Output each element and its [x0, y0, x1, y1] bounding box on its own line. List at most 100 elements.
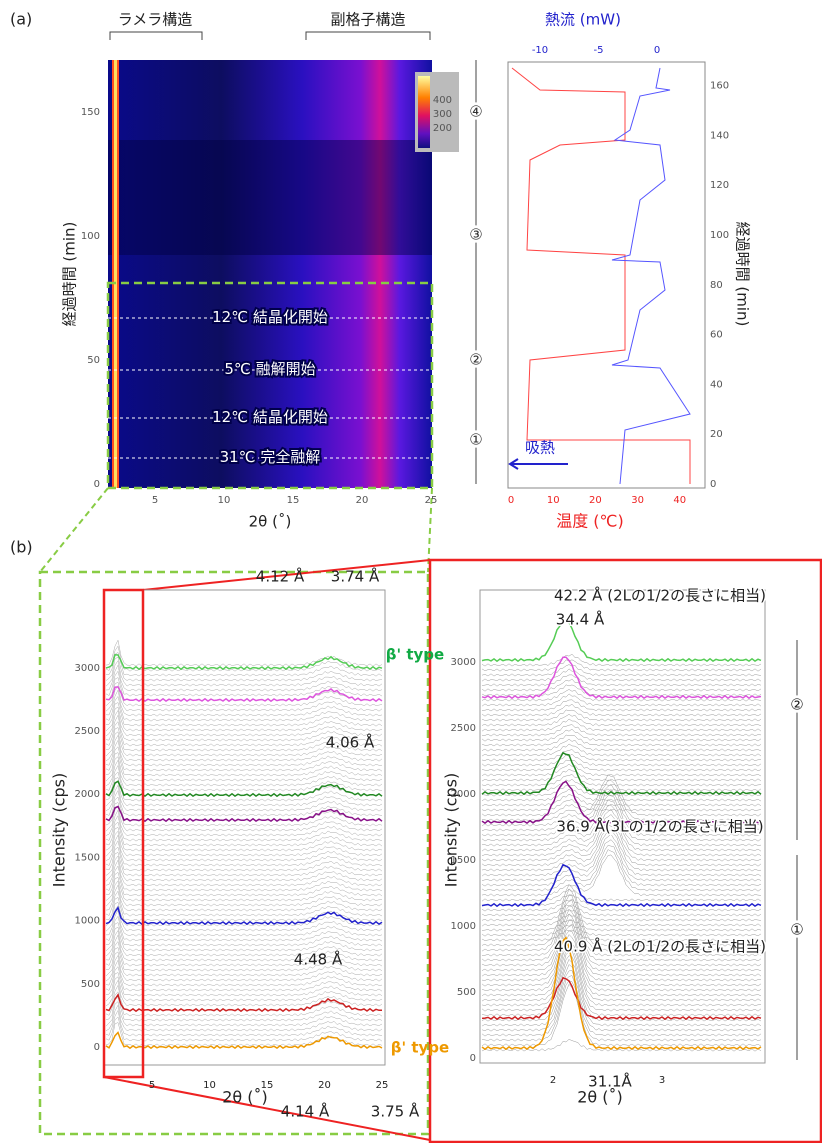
tick-label: 10	[547, 495, 560, 506]
trace	[481, 751, 762, 796]
tick-label: 150	[81, 107, 100, 118]
trace	[105, 685, 383, 712]
trace	[105, 681, 383, 707]
annotation: 12℃ 結晶化開始	[212, 408, 328, 426]
trace	[481, 759, 762, 772]
tick-label: 2500	[75, 726, 100, 737]
axis-label: 2θ (˚)	[577, 1088, 623, 1107]
trace	[105, 652, 383, 677]
trace	[105, 752, 383, 777]
tick-label: 20	[356, 495, 369, 506]
trace	[105, 855, 383, 882]
trace	[481, 789, 762, 832]
trace	[105, 991, 383, 1017]
tick-label: 25	[425, 495, 438, 506]
bracket-label: 副格子構造	[330, 11, 405, 29]
trace	[481, 618, 762, 663]
trace	[481, 863, 762, 908]
arrow-label: 吸熱	[525, 439, 555, 457]
trace	[105, 993, 382, 1013]
trace	[105, 784, 383, 812]
trace	[105, 809, 383, 837]
trace	[481, 653, 762, 667]
trace	[105, 660, 383, 687]
trace	[105, 1001, 383, 1027]
trace	[105, 706, 383, 732]
annotation: 12℃ 結晶化開始	[212, 308, 328, 326]
trace	[105, 731, 383, 757]
trace	[105, 664, 383, 692]
trace	[105, 686, 383, 703]
trace	[481, 709, 762, 722]
zoom-line	[39, 487, 433, 573]
trace	[481, 936, 762, 1051]
trace	[481, 743, 762, 757]
trace	[481, 693, 762, 707]
trace	[481, 668, 762, 682]
annotation: 31.1Å	[588, 1072, 632, 1091]
trace	[105, 759, 383, 787]
trace	[105, 859, 383, 887]
trace	[105, 802, 383, 827]
trace	[481, 845, 762, 887]
trace	[481, 945, 762, 1007]
tick-label: 20	[710, 429, 723, 440]
heatmap-peak	[114, 60, 117, 488]
heatmap-band	[108, 140, 432, 255]
annotation: 40.9 Å (2Lの1/2の長さに相当)	[554, 937, 766, 956]
trace	[105, 890, 383, 917]
trace	[105, 897, 383, 922]
trace	[481, 884, 762, 947]
trace	[105, 865, 383, 892]
tick-label: 500	[457, 987, 476, 998]
tick-label: 120	[710, 180, 729, 191]
trace	[481, 929, 762, 942]
annotation: 3.75 Å	[371, 1102, 420, 1121]
stage-label: ④	[469, 103, 482, 121]
tick-label: 140	[710, 130, 729, 141]
trace	[105, 880, 383, 907]
trace	[481, 820, 762, 862]
trace	[105, 709, 383, 737]
tick-label: 1000	[451, 921, 476, 932]
trace	[481, 659, 762, 672]
tick-label: 300	[433, 109, 452, 120]
heat-flow-curve	[611, 67, 691, 485]
axis-label: 2θ (˚)	[249, 513, 292, 531]
trace	[105, 739, 383, 767]
tick-label: 10	[218, 495, 231, 506]
trace	[105, 871, 383, 897]
tick-label: 15	[287, 495, 300, 506]
tick-label: 80	[710, 280, 723, 291]
trace	[105, 777, 383, 802]
trace	[105, 781, 383, 807]
tick-label: 20	[589, 495, 602, 506]
annotation: β' type	[386, 646, 444, 664]
trace	[105, 954, 383, 982]
annotation: 3.74 Å	[331, 567, 380, 586]
trace	[105, 702, 383, 727]
plot-area	[103, 589, 386, 1066]
trace	[481, 839, 762, 882]
trace	[105, 951, 383, 977]
trace	[481, 714, 762, 727]
tick-label: 0	[710, 479, 716, 490]
stage-label: ③	[469, 226, 482, 244]
trace	[481, 854, 762, 897]
trace	[481, 788, 762, 802]
tick-label: 15	[261, 1080, 274, 1091]
trace	[481, 749, 762, 762]
trace	[481, 753, 762, 767]
tick-label: 40	[710, 379, 723, 390]
stage-label: ②	[469, 351, 482, 369]
trace	[481, 768, 762, 782]
tick-label: 2000	[451, 789, 476, 800]
tick-label: -10	[532, 45, 548, 56]
tick-label: 1000	[75, 916, 100, 927]
annotation: 42.2 Å (2Lの1/2の長さに相当)	[554, 586, 766, 605]
stage-label: ②	[790, 696, 803, 714]
trace	[481, 930, 762, 992]
trace	[105, 756, 383, 782]
temperature-curve	[511, 67, 691, 484]
